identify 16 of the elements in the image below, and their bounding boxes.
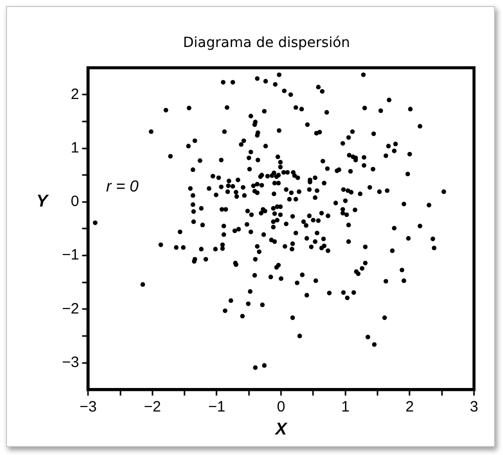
y-axis-title: Y <box>36 192 50 211</box>
x-tick-label: 1 <box>341 398 350 416</box>
y-tick-label: 1 <box>70 139 80 156</box>
y-tick-label: −3 <box>62 354 80 371</box>
chart-title: Diagrama de dispersión <box>182 35 350 52</box>
y-tick-label: 0 <box>70 193 80 210</box>
y-tick-label: 2 <box>70 86 80 103</box>
x-tick-label: 3 <box>470 398 478 416</box>
annotation: r = 0 <box>106 178 139 196</box>
y-tick-label: −1 <box>62 246 80 264</box>
x-axis-title: X <box>274 419 288 438</box>
x-tick-label: 0 <box>276 398 286 416</box>
x-tick-label: −2 <box>144 398 161 416</box>
x-tick-label: 2 <box>406 398 414 416</box>
y-tick-label: −2 <box>62 300 80 318</box>
x-tick-label: −1 <box>208 398 226 416</box>
